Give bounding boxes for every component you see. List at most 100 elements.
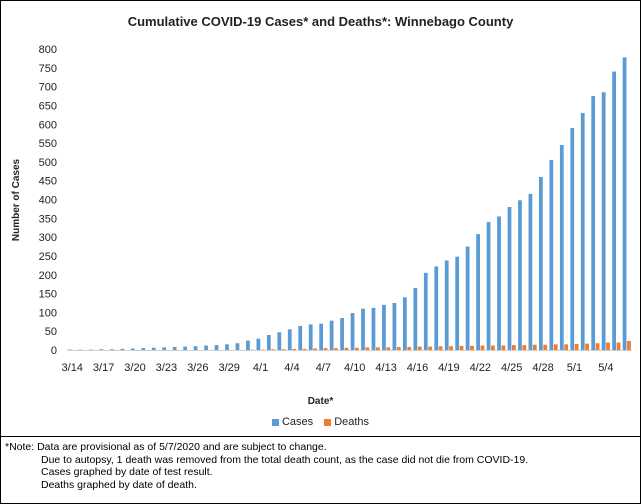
x-tick-label: 4/4: [284, 362, 299, 374]
y-tick-label: 600: [39, 119, 57, 131]
deaths-bar: [292, 348, 297, 350]
x-tick-label: 4/22: [470, 362, 491, 374]
x-tick-label: 4/16: [407, 362, 428, 374]
deaths-bar: [585, 343, 589, 350]
cases-bar: [413, 287, 418, 350]
cases-bar: [225, 344, 229, 350]
x-tick-label: 4/1: [253, 362, 268, 374]
x-tick-label: 3/29: [218, 362, 239, 374]
cases-bar: [214, 345, 219, 350]
y-tick-label: 200: [39, 270, 57, 282]
deaths-bar: [313, 348, 317, 350]
deaths-bar: [344, 347, 349, 350]
deaths-bar: [595, 343, 600, 350]
deaths-bar: [511, 345, 516, 350]
deaths-bar: [323, 348, 328, 350]
deaths-bar: [606, 342, 610, 350]
note-divider: [0, 436, 641, 437]
y-tick-label: 700: [39, 82, 57, 94]
y-tick-label: 650: [39, 100, 57, 112]
cases-bar: [130, 348, 135, 350]
y-tick-label: 350: [39, 213, 57, 225]
cases-bar: [476, 234, 480, 350]
cases-bar: [162, 347, 167, 350]
x-tick-label: 3/20: [124, 362, 145, 374]
y-tick-label: 750: [39, 63, 57, 75]
x-axis-label: Date*: [307, 396, 334, 407]
cases-bar: [319, 323, 324, 350]
deaths-bar: [438, 346, 443, 350]
cases-bar: [528, 193, 533, 350]
cases-bar: [266, 334, 271, 350]
deaths-bar: [355, 347, 359, 350]
x-tick-label: 5/4: [598, 362, 613, 374]
cases-bar: [256, 338, 261, 350]
deaths-bar: [470, 345, 474, 350]
cases-bar: [371, 307, 376, 350]
deaths-bar: [532, 344, 537, 350]
chart-title: Cumulative COVID-19 Cases* and Deaths*: …: [127, 14, 514, 29]
cases-bar: [99, 349, 104, 350]
x-tick-label: 4/19: [438, 362, 459, 374]
cases-bar: [580, 112, 585, 351]
y-tick-label: 800: [39, 44, 57, 56]
x-tick-label: 4/10: [344, 362, 365, 374]
y-tick-label: 500: [39, 157, 57, 169]
x-tick-label: 3/14: [62, 362, 83, 374]
cases-bar: [110, 349, 114, 350]
cases-bar: [559, 144, 564, 350]
bar-chart: Number of Cases 0 50 100 150 200 250 300 350 400…: [11, 44, 632, 374]
cases-bar: [486, 222, 491, 350]
deaths-bar: [459, 345, 464, 350]
legend-item-deaths: Deaths: [324, 416, 369, 428]
legend-item-cases: Cases: [271, 416, 313, 428]
cases-bar: [277, 332, 282, 350]
cases-bar: [538, 176, 543, 350]
deaths-bar: [501, 345, 506, 350]
x-tick-label: 5/1: [567, 362, 582, 374]
cases-bar: [329, 320, 334, 350]
deaths-bar: [553, 344, 558, 350]
deaths-bar: [365, 347, 370, 350]
cases-bar: [361, 308, 365, 350]
y-tick-label: 450: [39, 176, 57, 188]
x-tick-label: 4/25: [501, 362, 522, 374]
cases-bar: [601, 92, 606, 351]
y-tick-label: 0: [51, 345, 57, 357]
deaths-bar: [334, 348, 338, 350]
x-tick-label: 3/17: [93, 362, 114, 374]
deaths-bar: [407, 346, 412, 350]
deaths-bar: [564, 344, 569, 350]
cases-bar: [204, 345, 208, 350]
cases-bar: [141, 348, 146, 350]
deaths-bar: [543, 344, 548, 350]
deaths-bar: [396, 346, 401, 350]
cases-bar: [151, 347, 156, 350]
x-tick-label: 4/28: [532, 362, 553, 374]
footnote-line-2: Due to autopsy, 1 death was removed from…: [41, 453, 529, 466]
deaths-bar: [627, 340, 631, 350]
cases-bar: [402, 297, 407, 350]
y-tick-label: 150: [39, 289, 57, 301]
cases-bar: [507, 207, 512, 350]
cases-bar: [549, 159, 554, 350]
cases-bar: [497, 216, 501, 350]
deaths-bar: [491, 345, 495, 350]
y-tick-label: 550: [39, 138, 57, 150]
deaths-bar: [386, 347, 391, 350]
cases-bar: [340, 318, 344, 350]
y-tick-label: 100: [39, 307, 57, 319]
deaths-bar: [522, 345, 527, 350]
x-tick-label: 3/26: [187, 362, 208, 374]
x-tick-label: 4/13: [375, 362, 396, 374]
footnote-line-3: Cases graphed by date of test result.: [41, 466, 213, 478]
deaths-bar: [616, 342, 621, 350]
deaths-bar: [480, 345, 485, 350]
cases-bar: [287, 329, 292, 350]
cases-bar: [465, 246, 470, 350]
cases-bar: [455, 256, 460, 350]
cases-bar: [444, 260, 449, 350]
deaths-bar: [428, 346, 433, 350]
footnote-line-4: Deaths graphed by date of death.: [41, 478, 197, 491]
cases-bar: [308, 324, 313, 350]
